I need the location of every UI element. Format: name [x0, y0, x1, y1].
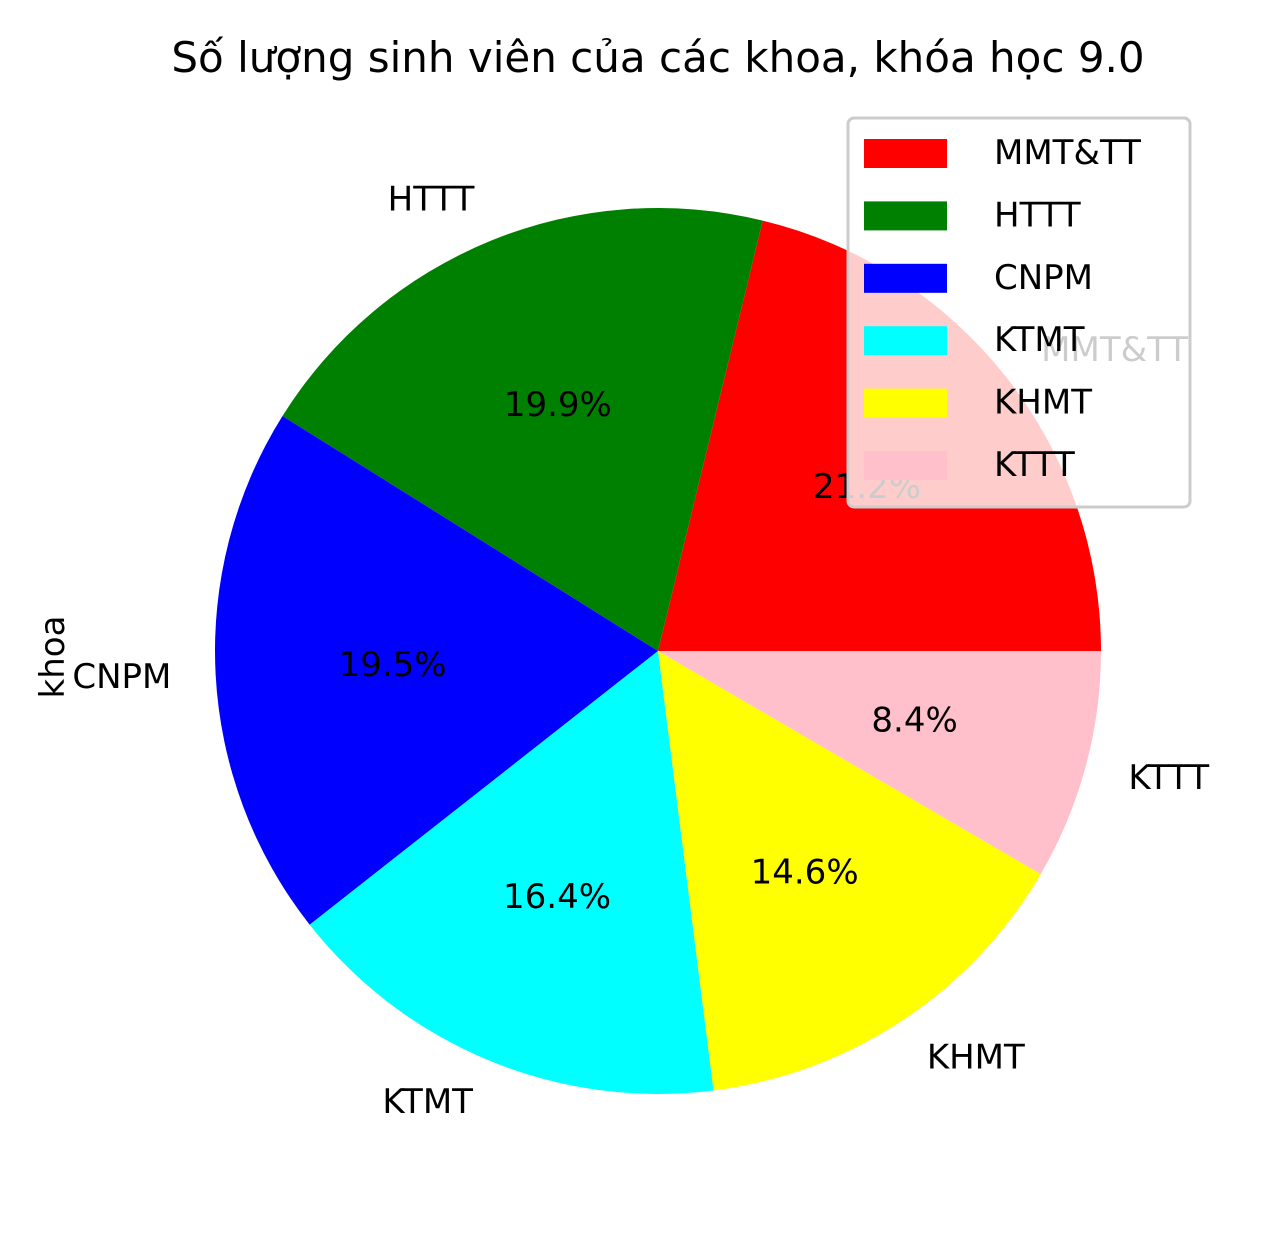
percent-label-ktmt: 16.4%	[503, 877, 611, 917]
percent-label-cnpm: 19.5%	[339, 645, 447, 685]
legend-swatch-ktmt	[864, 326, 947, 356]
legend-swatch-httt	[864, 201, 947, 231]
legend-swatch-mmt-tt	[864, 139, 947, 168]
category-label-khmt: KHMT	[927, 1037, 1025, 1077]
chart-title: Số lượng sinh viên của các khoa, khóa họ…	[171, 33, 1144, 82]
category-label-ktmt: KTMT	[382, 1082, 473, 1122]
category-label-cnpm: CNPM	[72, 657, 171, 697]
legend-label-httt: HTTT	[994, 195, 1081, 235]
category-label-kttt: KTTT	[1128, 758, 1209, 798]
percent-label-kttt: 8.4%	[871, 700, 957, 740]
y-axis-label: khoa	[33, 616, 73, 699]
legend-label-khmt: KHMT	[994, 383, 1092, 423]
legend-label-cnpm: CNPM	[994, 258, 1093, 298]
legend-entries: MMT&TT HTTT CNPM KTMT KHMT KTTT	[864, 133, 1141, 485]
legend-label-kttt: KTTT	[994, 445, 1075, 485]
pie-slice-ktmt	[309, 651, 714, 1095]
pie-slice-kttt	[658, 651, 1101, 875]
legend-label-ktmt: KTMT	[994, 320, 1085, 360]
legend-swatch-kttt	[864, 451, 947, 480]
pie-slice-cnpm	[214, 415, 658, 925]
legend: MMT&TT HTTT CNPM KTMT KHMT KTTT	[846, 116, 1192, 509]
legend-label-mmt-tt: MMT&TT	[994, 133, 1141, 173]
legend-swatch-khmt	[864, 388, 947, 418]
percent-label-httt: 19.9%	[504, 385, 612, 425]
percent-labels: 21.2%19.9%19.5%16.4%14.6%8.4%	[339, 385, 958, 917]
category-label-httt: HTTT	[388, 180, 475, 220]
pie-slice-httt	[282, 207, 763, 651]
pie-slices	[214, 207, 1101, 1095]
percent-label-khmt: 14.6%	[751, 853, 859, 893]
pie-slice-khmt	[658, 651, 1041, 1091]
legend-swatch-cnpm	[864, 263, 947, 293]
